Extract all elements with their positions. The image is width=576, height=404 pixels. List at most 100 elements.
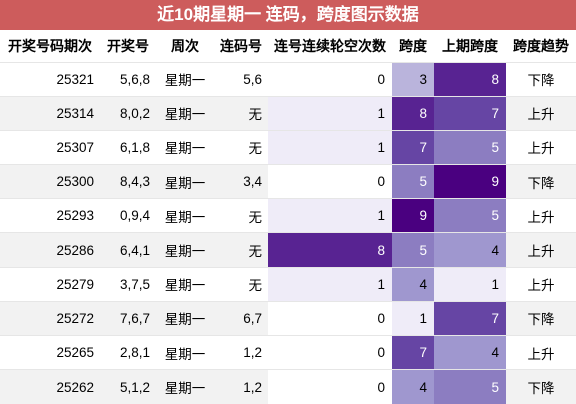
data-table: 开奖号码期次 开奖号 周次 连码号 连号连续轮空次数 跨度 上期跨度 跨度趋势 … <box>0 30 576 404</box>
header-miss: 连号连续轮空次数 <box>268 30 392 62</box>
cell-span: 4 <box>392 266 434 302</box>
cell-miss: 0 <box>268 61 392 97</box>
cell-issue: 25279 <box>0 266 100 302</box>
cell-numbers: 8,0,2 <box>100 95 156 131</box>
table-row: 25262 5,1,2 星期一 1,2 0 4 5 下降 <box>0 369 576 404</box>
cell-issue: 25307 <box>0 129 100 165</box>
cell-prev-span: 9 <box>434 164 506 199</box>
cell-consecutive: 1,2 <box>214 369 268 404</box>
cell-trend: 上升 <box>506 232 576 268</box>
cell-prev-span: 1 <box>434 266 506 302</box>
cell-miss: 0 <box>268 334 392 370</box>
cell-weekday: 星期一 <box>156 198 214 233</box>
cell-consecutive: 1,2 <box>214 334 268 370</box>
cell-prev-span: 5 <box>434 198 506 233</box>
header-issue: 开奖号码期次 <box>0 30 100 62</box>
table-row: 25300 8,4,3 星期一 3,4 0 5 9 下降 <box>0 164 576 199</box>
cell-miss: 8 <box>268 232 392 268</box>
page-title: 近10期星期一 连码，跨度图示数据 <box>0 0 576 30</box>
cell-prev-span: 8 <box>434 61 506 97</box>
cell-consecutive: 5,6 <box>214 61 268 97</box>
table-row: 25272 7,6,7 星期一 6,7 0 1 7 下降 <box>0 300 576 336</box>
cell-span: 5 <box>392 164 434 199</box>
cell-prev-span: 4 <box>434 334 506 370</box>
cell-weekday: 星期一 <box>156 369 214 404</box>
table-row: 25265 2,8,1 星期一 1,2 0 7 4 上升 <box>0 334 576 370</box>
table-row: 25293 0,9,4 星期一无 1 9 5 上升 <box>0 198 576 233</box>
cell-span: 4 <box>392 369 434 404</box>
cell-trend: 下降 <box>506 300 576 336</box>
table-row: 25279 3,7,5 星期一无 1 4 1 上升 <box>0 266 576 302</box>
header-consecutive: 连码号 <box>214 30 268 62</box>
cell-trend: 下降 <box>506 61 576 97</box>
cell-weekday: 星期一 <box>156 61 214 97</box>
header-prev-span: 上期跨度 <box>434 30 506 62</box>
cell-numbers: 8,4,3 <box>100 164 156 199</box>
header-weekday: 周次 <box>156 30 214 62</box>
cell-trend: 上升 <box>506 129 576 165</box>
cell-miss: 0 <box>268 164 392 199</box>
cell-prev-span: 7 <box>434 300 506 336</box>
table-row: 25321 5,6,8 星期一 5,6 0 3 8 下降 <box>0 61 576 97</box>
header-trend: 跨度趋势 <box>506 30 576 62</box>
cell-consecutive: 无 <box>214 95 268 131</box>
cell-span: 7 <box>392 129 434 165</box>
cell-numbers: 6,1,8 <box>100 129 156 165</box>
cell-issue: 25265 <box>0 334 100 370</box>
cell-prev-span: 5 <box>434 369 506 404</box>
header-numbers: 开奖号 <box>100 30 156 62</box>
cell-trend: 上升 <box>506 266 576 302</box>
cell-span: 8 <box>392 95 434 131</box>
cell-numbers: 6,4,1 <box>100 232 156 268</box>
cell-numbers: 5,1,2 <box>100 369 156 404</box>
cell-span: 3 <box>392 61 434 97</box>
cell-miss: 1 <box>268 129 392 165</box>
cell-issue: 25314 <box>0 95 100 131</box>
cell-numbers: 2,8,1 <box>100 334 156 370</box>
cell-issue: 25293 <box>0 198 100 233</box>
cell-weekday: 星期一 <box>156 164 214 199</box>
cell-span: 5 <box>392 232 434 268</box>
table-row: 25307 6,1,8 星期一无 1 7 5 上升 <box>0 129 576 165</box>
table-row: 25314 8,0,2 星期一无 1 8 7 上升 <box>0 95 576 131</box>
cell-weekday: 星期一 <box>156 232 214 268</box>
cell-trend: 下降 <box>506 164 576 199</box>
table-row: 25286 6,4,1 星期一无 8 5 4 上升 <box>0 232 576 268</box>
cell-trend: 下降 <box>506 369 576 404</box>
cell-miss: 1 <box>268 266 392 302</box>
cell-trend: 上升 <box>506 95 576 131</box>
cell-trend: 上升 <box>506 334 576 370</box>
cell-issue: 25286 <box>0 232 100 268</box>
cell-issue: 25300 <box>0 164 100 199</box>
cell-issue: 25262 <box>0 369 100 404</box>
cell-consecutive: 无 <box>214 198 268 233</box>
cell-numbers: 3,7,5 <box>100 266 156 302</box>
cell-prev-span: 4 <box>434 232 506 268</box>
cell-weekday: 星期一 <box>156 129 214 165</box>
cell-numbers: 5,6,8 <box>100 61 156 97</box>
cell-trend: 上升 <box>506 198 576 233</box>
cell-numbers: 7,6,7 <box>100 300 156 336</box>
cell-miss: 0 <box>268 300 392 336</box>
cell-span: 9 <box>392 198 434 233</box>
cell-issue: 25321 <box>0 61 100 97</box>
cell-consecutive: 无 <box>214 266 268 302</box>
cell-weekday: 星期一 <box>156 334 214 370</box>
cell-miss: 0 <box>268 369 392 404</box>
cell-numbers: 0,9,4 <box>100 198 156 233</box>
cell-prev-span: 7 <box>434 95 506 131</box>
cell-span: 7 <box>392 334 434 370</box>
cell-prev-span: 5 <box>434 129 506 165</box>
cell-weekday: 星期一 <box>156 300 214 336</box>
cell-span: 1 <box>392 300 434 336</box>
header-span: 跨度 <box>392 30 434 62</box>
cell-consecutive: 无 <box>214 129 268 165</box>
cell-miss: 1 <box>268 95 392 131</box>
cell-weekday: 星期一 <box>156 95 214 131</box>
table-header-row: 开奖号码期次 开奖号 周次 连码号 连号连续轮空次数 跨度 上期跨度 跨度趋势 <box>0 30 576 62</box>
cell-consecutive: 无 <box>214 232 268 268</box>
cell-miss: 1 <box>268 198 392 233</box>
cell-issue: 25272 <box>0 300 100 336</box>
cell-weekday: 星期一 <box>156 266 214 302</box>
cell-consecutive: 6,7 <box>214 300 268 336</box>
